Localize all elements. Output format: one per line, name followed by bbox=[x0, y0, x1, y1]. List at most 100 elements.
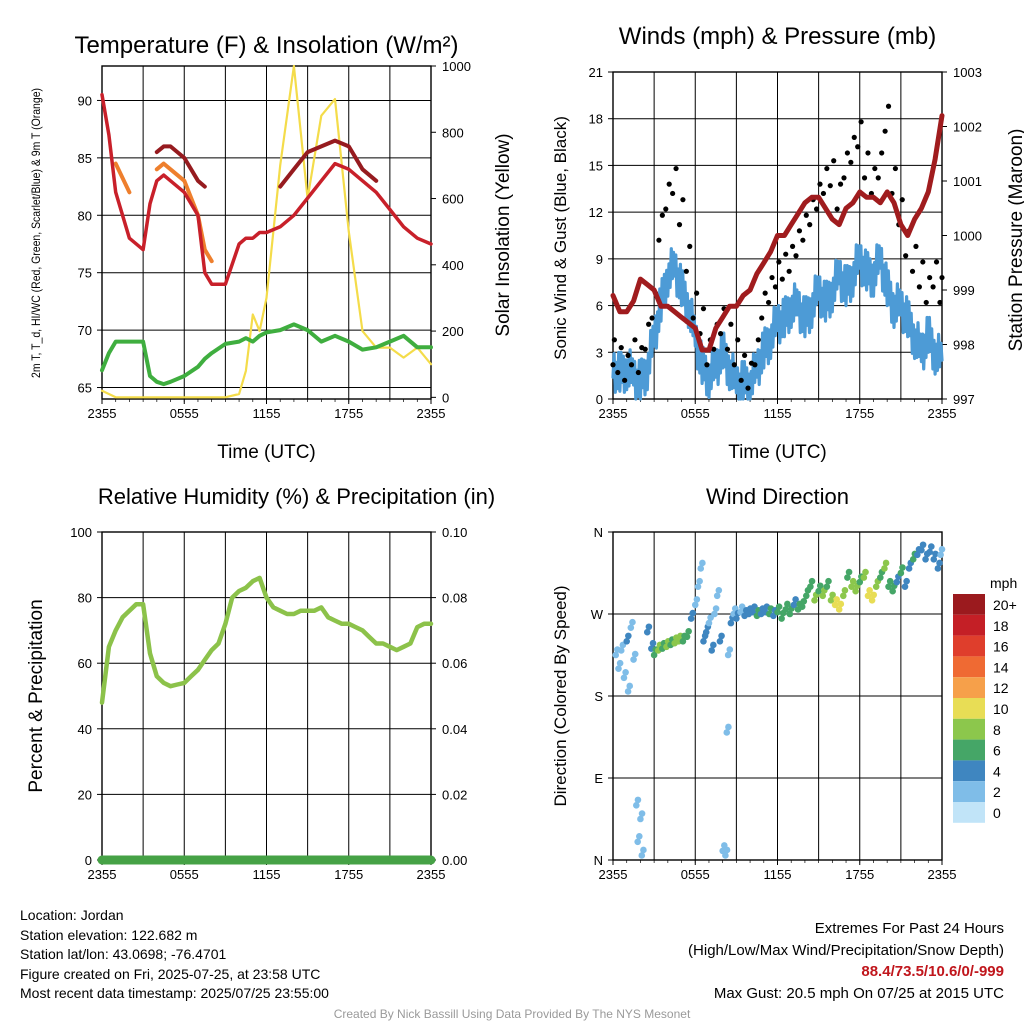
colorbar-swatch bbox=[953, 781, 985, 802]
direction-point bbox=[631, 650, 639, 658]
credit-line: Created By Nick Bassill Using Data Provi… bbox=[333, 1007, 691, 1021]
y2-tick-label: 0.02 bbox=[442, 787, 467, 802]
direction-point bbox=[733, 615, 740, 622]
colorbar-swatch bbox=[953, 739, 985, 761]
direction-point bbox=[774, 608, 781, 616]
direction-point bbox=[650, 651, 658, 659]
y-tick-label: 80 bbox=[78, 208, 92, 223]
direction-point bbox=[710, 641, 717, 649]
gust-point bbox=[610, 362, 616, 368]
gust-point bbox=[933, 259, 940, 265]
gust-point bbox=[820, 190, 827, 197]
direction-point bbox=[840, 592, 847, 600]
series-sonic-wind bbox=[611, 243, 944, 401]
direction-point bbox=[716, 638, 724, 645]
latlon-label: Station lat/lon: 43.0698; -76.4701 bbox=[20, 946, 227, 962]
y-tick-label: N bbox=[594, 853, 603, 868]
y-tick-label: S bbox=[594, 689, 603, 704]
direction-point bbox=[889, 587, 896, 595]
y2-tick-label: 200 bbox=[442, 324, 464, 339]
direction-point bbox=[926, 548, 933, 556]
y2-tick-label: 1001 bbox=[953, 174, 982, 189]
colorbar-label: 4 bbox=[993, 763, 1001, 779]
gust-point bbox=[817, 181, 823, 187]
direction-point bbox=[864, 592, 872, 600]
gust-point bbox=[656, 237, 662, 243]
x-tick-label: 0555 bbox=[170, 406, 199, 421]
gust-point bbox=[759, 315, 765, 321]
direction-point bbox=[829, 591, 836, 599]
x-tick-label: 1155 bbox=[764, 867, 792, 882]
gust-point bbox=[642, 346, 648, 352]
colorbar-label: 0 bbox=[993, 805, 1001, 821]
station-info: Location: Jordan Station elevation: 122.… bbox=[20, 906, 329, 1004]
direction-point bbox=[640, 846, 647, 854]
direction-point bbox=[624, 688, 632, 695]
y-tick-label: 85 bbox=[78, 151, 92, 166]
gust-point bbox=[844, 150, 851, 156]
direction-point bbox=[833, 596, 841, 603]
direction-point bbox=[643, 628, 651, 636]
direction-point bbox=[725, 723, 732, 731]
y2-tick-label: 1003 bbox=[953, 65, 982, 80]
gust-point bbox=[909, 268, 916, 274]
x-tick-label: 2355 bbox=[417, 406, 446, 421]
gust-point bbox=[632, 337, 638, 343]
direction-point bbox=[622, 669, 629, 676]
y2-tick-label: 1000 bbox=[953, 229, 982, 244]
gust-point bbox=[779, 276, 785, 282]
gust-point bbox=[927, 274, 933, 281]
direction-point bbox=[693, 596, 701, 603]
direction-point bbox=[786, 610, 794, 618]
x-tick-label: 2355 bbox=[599, 867, 628, 882]
direction-point bbox=[897, 569, 905, 577]
direction-point bbox=[893, 578, 901, 586]
gust-point bbox=[939, 274, 945, 281]
gust-point bbox=[848, 159, 854, 165]
series-temp-9m-scarlet bbox=[154, 144, 207, 189]
direction-point bbox=[711, 610, 718, 618]
direction-point bbox=[638, 810, 646, 817]
x-tick-label: 0555 bbox=[681, 867, 710, 882]
gust-point bbox=[618, 345, 624, 351]
direction-point bbox=[649, 639, 657, 647]
direction-point bbox=[784, 600, 791, 608]
direction-point bbox=[620, 674, 628, 682]
direction-point bbox=[782, 606, 790, 613]
direction-point bbox=[827, 597, 835, 604]
direction-point bbox=[860, 574, 868, 581]
x-axis-label: Time (UTC) bbox=[217, 442, 316, 463]
gust-point bbox=[803, 212, 809, 218]
colorbar-label: 6 bbox=[993, 743, 1001, 759]
direction-point bbox=[938, 546, 946, 553]
y-tick-label: 9 bbox=[596, 252, 603, 267]
gust-point bbox=[879, 150, 885, 156]
direction-point bbox=[726, 646, 734, 653]
colorbar-label: 18 bbox=[993, 618, 1009, 634]
direction-point bbox=[849, 577, 857, 585]
direction-point bbox=[844, 574, 851, 581]
direction-point bbox=[715, 587, 723, 594]
gust-point bbox=[666, 181, 672, 187]
direction-point bbox=[808, 577, 816, 585]
direction-point bbox=[689, 609, 697, 617]
y-tick-label: E bbox=[594, 771, 603, 786]
series-heat-index-orange bbox=[113, 161, 132, 195]
y2-tick-label: 0.04 bbox=[442, 722, 467, 737]
created-label: Figure created on Fri, 2025-07-25, at 23… bbox=[20, 965, 321, 982]
direction-point bbox=[800, 597, 808, 605]
direction-point bbox=[705, 619, 713, 627]
direction-point bbox=[835, 606, 843, 613]
gust-point bbox=[615, 369, 621, 376]
gust-point bbox=[628, 362, 635, 368]
direction-point bbox=[617, 647, 625, 654]
gust-point bbox=[731, 362, 737, 368]
direction-point bbox=[679, 638, 687, 645]
gust-point bbox=[700, 306, 707, 312]
direction-point bbox=[629, 618, 636, 626]
direction-point bbox=[683, 633, 691, 641]
colorbar-label: 16 bbox=[993, 639, 1009, 655]
direction-point bbox=[634, 796, 642, 804]
y-tick-label: 3 bbox=[596, 345, 603, 360]
direction-point bbox=[722, 852, 729, 859]
